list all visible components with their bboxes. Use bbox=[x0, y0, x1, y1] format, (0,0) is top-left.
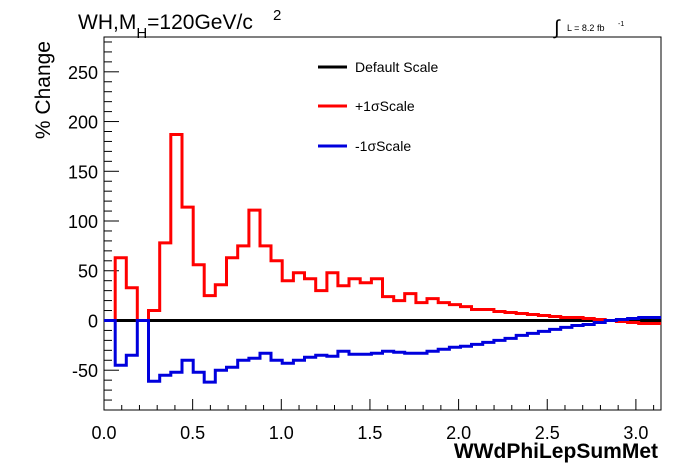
y-tick-label: -50 bbox=[72, 361, 98, 381]
legend-label-minus1sigma: -1σScale bbox=[355, 138, 411, 154]
y-tick-label: 50 bbox=[78, 262, 98, 282]
chart-title-rest: =120GeV/c bbox=[147, 11, 253, 34]
x-tick-label: 3.0 bbox=[623, 423, 648, 443]
lumi-integral-symbol: ∫ bbox=[553, 17, 561, 39]
chart-title-superscript: 2 bbox=[273, 7, 281, 24]
y-tick-label: 0 bbox=[88, 311, 98, 331]
y-axis-label: % Change bbox=[32, 41, 55, 139]
x-tick-label: 2.0 bbox=[446, 423, 471, 443]
y-tick-label: 200 bbox=[68, 113, 98, 133]
series-minus1sigma-scale bbox=[104, 316, 662, 384]
legend: Default Scale +1σScale -1σScale bbox=[318, 59, 438, 154]
series-plus1sigma-scale bbox=[104, 133, 662, 325]
axis-ticks: 0.0 0.5 1.0 1.5 2.0 2.5 3.0 -50 0 50 100 150 200 250 bbox=[68, 41, 655, 443]
x-tick-label: 2.5 bbox=[535, 423, 560, 443]
y-tick-label: 250 bbox=[68, 63, 98, 83]
lumi-superscript: -1 bbox=[618, 21, 624, 28]
y-tick-label: 100 bbox=[68, 212, 98, 232]
legend-label-default: Default Scale bbox=[355, 59, 438, 75]
y-tick-label: 150 bbox=[68, 162, 98, 182]
x-axis-label: WWdPhiLepSumMet bbox=[454, 440, 658, 463]
plot-frame bbox=[103, 36, 662, 411]
x-tick-label: 1.5 bbox=[357, 423, 382, 443]
chart-title: WH,MH=120GeV/c bbox=[78, 11, 253, 42]
series-layer bbox=[104, 133, 662, 384]
x-tick-label: 0.0 bbox=[91, 423, 116, 443]
x-tick-label: 1.0 bbox=[269, 423, 294, 443]
x-tick-label: 0.5 bbox=[180, 423, 205, 443]
lumi-label: L = 8.2 fb bbox=[567, 23, 604, 33]
chart-title-subscript: H bbox=[136, 25, 147, 42]
legend-label-plus1sigma: +1σScale bbox=[355, 98, 415, 114]
